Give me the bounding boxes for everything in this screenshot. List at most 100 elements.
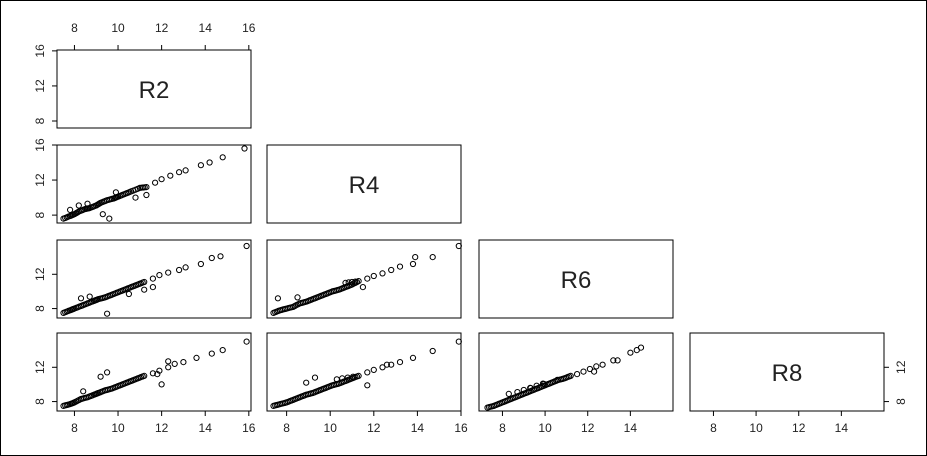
top-axis-r2-tick-label: 12 [155, 21, 169, 35]
point-r8-vs-r2 [193, 354, 200, 361]
point-r8-vs-r6 [505, 390, 512, 397]
panel-frame-r6-r4 [266, 239, 462, 319]
point-r6-vs-r4 [274, 295, 281, 302]
point-r8-vs-r6 [637, 344, 645, 351]
point-r8-vs-r6 [610, 357, 617, 364]
point-r6-vs-r2 [208, 254, 215, 262]
point-r8-vs-r2 [80, 388, 87, 395]
point-r6-vs-r2 [182, 264, 189, 271]
bottom-axis-r4-tick-label: 10 [324, 421, 338, 435]
point-r8-vs-r4 [455, 338, 462, 345]
bottom-axis-r2-tick-label: 12 [155, 421, 169, 435]
point-r6-vs-r2 [197, 260, 204, 268]
left-axis-r2-tick-label: 12 [33, 79, 47, 93]
point-r6-vs-r4 [429, 254, 436, 261]
right-axis-r8-tick-label: 8 [894, 398, 908, 405]
bottom-axis-r4-tick-label: 16 [454, 421, 468, 435]
bottom-axis-r2-tick-label: 10 [111, 421, 125, 435]
point-r6-vs-r4 [412, 254, 419, 261]
bottom-axis-r8-tick-label: 10 [749, 421, 763, 435]
left-axis-r4-tick-label: 8 [33, 211, 47, 218]
point-r8-vs-r6 [533, 382, 540, 389]
point-r6-vs-r4 [379, 270, 386, 277]
top-axis-r2-tick-label: 14 [199, 21, 213, 35]
point-r6-vs-r2 [104, 310, 111, 317]
top-axis-r2-tick-label: 10 [111, 21, 125, 35]
left-axis-r6-tick-label: 8 [33, 305, 47, 312]
point-r8-vs-r2 [149, 370, 156, 377]
bottom-axis-r6-tick-label: 14 [624, 421, 638, 435]
point-r8-vs-r6 [574, 371, 581, 378]
point-r8-vs-r2 [158, 381, 165, 388]
point-r8-vs-r2 [139, 373, 146, 380]
left-axis-r4-tick-label: 12 [33, 173, 47, 187]
point-r4-vs-r2 [67, 206, 74, 213]
bottom-axis-r2-tick-label: 8 [71, 421, 78, 435]
point-r8-vs-r4 [409, 354, 417, 361]
left-axis-r2-tick-label: 8 [33, 117, 47, 124]
point-r8-vs-r4 [364, 382, 371, 389]
point-r4-vs-r2 [176, 169, 183, 176]
point-r6-vs-r2 [165, 269, 172, 276]
point-r8-vs-r2 [165, 358, 172, 365]
point-r6-vs-r4 [359, 284, 366, 291]
bottom-axis-r2-tick-label: 16 [242, 421, 256, 435]
point-r6-vs-r4 [396, 263, 404, 270]
point-r8-vs-r6 [554, 376, 561, 383]
point-r6-vs-r4 [370, 272, 377, 280]
point-r8-vs-r2 [219, 347, 226, 354]
point-r4-vs-r2 [126, 189, 133, 196]
point-r4-vs-r2 [219, 154, 226, 161]
left-axis-r6-tick-label: 12 [33, 267, 47, 281]
right-axis-r8-tick-label: 12 [894, 360, 908, 374]
point-r4-vs-r2 [75, 202, 82, 209]
point-r4-vs-r2 [158, 176, 165, 183]
point-r8-vs-r6 [614, 357, 621, 364]
point-r8-vs-r6 [566, 373, 573, 380]
point-r8-vs-r2 [171, 360, 178, 367]
point-r4-vs-r2 [182, 167, 189, 174]
point-r6-vs-r2 [77, 295, 85, 302]
top-axis-r2-tick-label: 16 [242, 21, 256, 35]
diagonal-label-r2: R2 [139, 77, 170, 104]
bottom-axis-r4-tick-label: 8 [283, 421, 290, 435]
point-r6-vs-r4 [348, 278, 356, 286]
point-r6-vs-r2 [86, 293, 93, 300]
point-r6-vs-r4 [455, 242, 462, 250]
point-r4-vs-r2 [141, 184, 148, 191]
bottom-axis-r8-tick-label: 8 [710, 421, 717, 435]
point-r4-vs-r2 [99, 211, 106, 218]
point-r8-vs-r2 [180, 359, 187, 366]
bottom-axis-r8-tick-label: 14 [835, 421, 849, 435]
point-r6-vs-r2 [156, 272, 163, 279]
diagonal-label-r4: R4 [349, 172, 380, 199]
point-r6-vs-r4 [345, 279, 352, 286]
point-r6-vs-r2 [176, 266, 183, 274]
point-r4-vs-r2 [132, 194, 139, 201]
bottom-axis-r4-tick-label: 14 [411, 421, 425, 435]
point-r8-vs-r4 [388, 361, 395, 368]
left-axis-r8-tick-label: 12 [33, 360, 47, 374]
point-r8-vs-r6 [580, 368, 587, 375]
point-r4-vs-r2 [152, 179, 159, 186]
point-r8-vs-r4 [353, 373, 360, 380]
point-r4-vs-r2 [241, 145, 248, 152]
point-r4-vs-r2 [143, 191, 150, 199]
point-r8-vs-r6 [540, 380, 548, 388]
point-r8-vs-r6 [627, 349, 634, 356]
point-r8-vs-r4 [379, 364, 386, 371]
point-r6-vs-r4 [352, 278, 359, 285]
panel-frame-r4-r4 [266, 144, 462, 224]
point-r6-vs-r2 [243, 242, 250, 250]
point-r8-vs-r2 [97, 373, 104, 380]
bottom-axis-r6-tick-label: 12 [581, 421, 595, 435]
point-r8-vs-r2 [104, 369, 111, 376]
point-r6-vs-r4 [288, 304, 295, 311]
point-r8-vs-r2 [243, 338, 250, 345]
point-r8-vs-r4 [396, 359, 404, 366]
point-r4-vs-r2 [106, 215, 113, 222]
bottom-axis-r6-tick-label: 10 [538, 421, 552, 435]
point-r8-vs-r2 [165, 364, 172, 371]
